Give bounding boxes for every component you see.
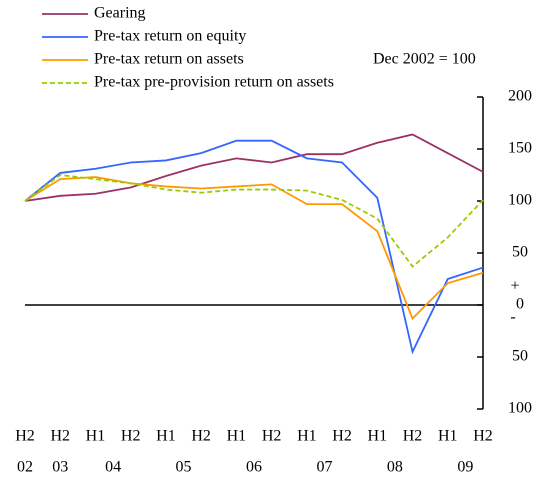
x-tick-label: H2 (121, 428, 141, 445)
x-tick-label: H1 (297, 428, 317, 445)
x-tick-label: H1 (438, 428, 458, 445)
x-tick-label: H1 (86, 428, 106, 445)
series-line (24, 176, 484, 321)
y-tick-label: 50 (512, 244, 528, 261)
x-tick-label: H2 (15, 428, 35, 445)
y-tick-label: 100 (508, 400, 532, 417)
x-tick-label: H1 (227, 428, 247, 445)
series-line (24, 139, 484, 355)
x-group-label: 03 (52, 459, 68, 476)
x-tick-label: H1 (368, 428, 388, 445)
x-group-label: 08 (387, 459, 403, 476)
x-group-label: 04 (105, 459, 121, 476)
x-tick-label: H2 (473, 428, 493, 445)
y-tick-label: 200 (508, 88, 532, 105)
x-group-label: 09 (457, 459, 473, 476)
legend-label: Gearing (94, 5, 146, 22)
x-group-label: 06 (246, 459, 262, 476)
annotation: Dec 2002 = 100 (373, 51, 476, 68)
series-line (24, 174, 484, 268)
y-tick-label: 100 (508, 192, 532, 209)
x-tick-label: H2 (191, 428, 211, 445)
legend-label: Pre-tax return on assets (94, 51, 244, 68)
x-tick-label: H2 (50, 428, 70, 445)
x-tick-label: H2 (262, 428, 282, 445)
positive-sign: + (510, 278, 519, 295)
y-tick-label: 0 (516, 296, 524, 313)
x-tick-label: H2 (332, 428, 352, 445)
x-group-label: 05 (176, 459, 192, 476)
x-group-label: 07 (316, 459, 332, 476)
y-tick-label: 150 (508, 140, 532, 157)
series-line (24, 133, 484, 202)
x-tick-label: H1 (156, 428, 176, 445)
y-tick-label: 50 (512, 348, 528, 365)
x-group-label: 02 (17, 459, 33, 476)
negative-sign: - (510, 309, 515, 326)
x-tick-label: H2 (403, 428, 423, 445)
legend-label: Pre-tax pre-provision return on assets (94, 74, 334, 91)
legend-label: Pre-tax return on equity (94, 28, 246, 45)
